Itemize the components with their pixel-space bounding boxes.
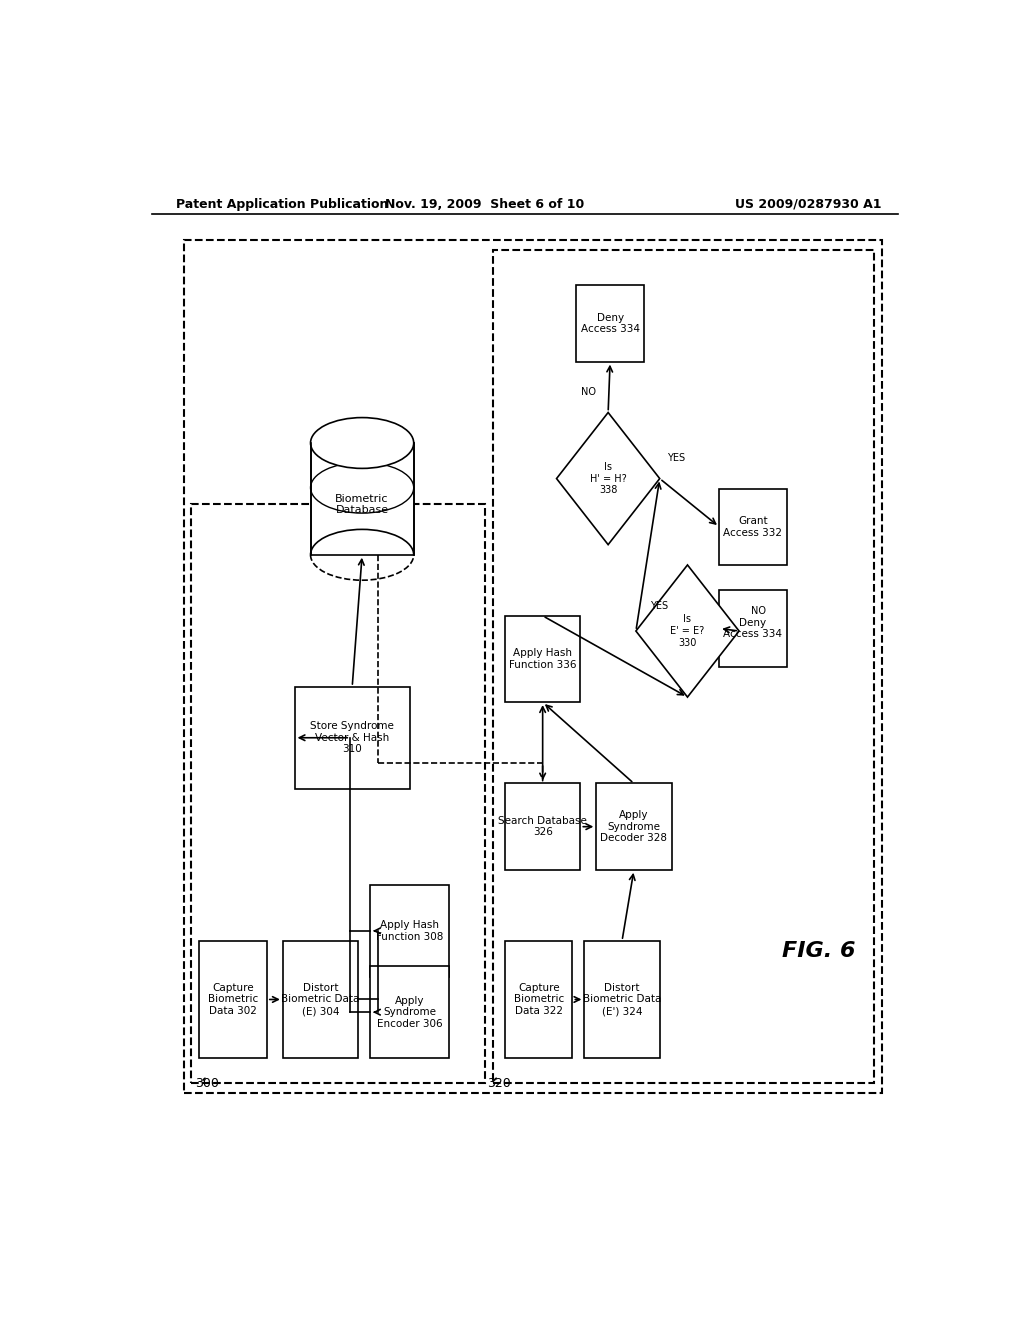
Text: Distort
Biometric Data
(E') 324: Distort Biometric Data (E') 324 — [583, 983, 662, 1016]
FancyBboxPatch shape — [719, 590, 786, 667]
Text: Capture
Biometric
Data 322: Capture Biometric Data 322 — [514, 983, 564, 1016]
FancyBboxPatch shape — [370, 966, 450, 1057]
Text: Biometric
Database: Biometric Database — [336, 494, 389, 515]
Text: Patent Application Publication: Patent Application Publication — [176, 198, 388, 211]
FancyBboxPatch shape — [310, 444, 414, 554]
Text: Apply
Syndrome
Encoder 306: Apply Syndrome Encoder 306 — [377, 995, 442, 1028]
FancyBboxPatch shape — [370, 886, 450, 977]
Text: Is
H' = H?
338: Is H' = H? 338 — [590, 462, 627, 495]
FancyBboxPatch shape — [505, 615, 581, 702]
Text: YES: YES — [650, 601, 669, 611]
Text: Store Syndrome
Vector & Hash
310: Store Syndrome Vector & Hash 310 — [310, 721, 394, 754]
Text: Nov. 19, 2009  Sheet 6 of 10: Nov. 19, 2009 Sheet 6 of 10 — [385, 198, 585, 211]
Text: 300: 300 — [196, 1077, 219, 1090]
FancyBboxPatch shape — [577, 285, 644, 362]
Polygon shape — [636, 565, 739, 697]
Text: Apply Hash
Function 336: Apply Hash Function 336 — [509, 648, 577, 669]
FancyBboxPatch shape — [719, 488, 786, 565]
Text: NO: NO — [752, 606, 766, 615]
Text: Apply Hash
Function 308: Apply Hash Function 308 — [376, 920, 443, 941]
FancyBboxPatch shape — [505, 784, 581, 870]
Text: Distort
Biometric Data
(E) 304: Distort Biometric Data (E) 304 — [282, 983, 359, 1016]
FancyBboxPatch shape — [596, 784, 672, 870]
Text: Apply
Syndrome
Decoder 328: Apply Syndrome Decoder 328 — [600, 810, 668, 843]
Text: FIG. 6: FIG. 6 — [781, 941, 855, 961]
Text: Capture
Biometric
Data 302: Capture Biometric Data 302 — [208, 983, 258, 1016]
Text: Is
E' = E?
330: Is E' = E? 330 — [671, 614, 705, 648]
Text: 320: 320 — [486, 1077, 510, 1090]
Text: US 2009/0287930 A1: US 2009/0287930 A1 — [735, 198, 882, 211]
Ellipse shape — [310, 417, 414, 469]
Text: Grant
Access 332: Grant Access 332 — [724, 516, 782, 537]
FancyBboxPatch shape — [505, 941, 572, 1057]
Polygon shape — [557, 412, 659, 545]
FancyBboxPatch shape — [200, 941, 267, 1057]
Text: YES: YES — [667, 453, 685, 463]
Text: Search Database
326: Search Database 326 — [499, 816, 587, 837]
FancyBboxPatch shape — [585, 941, 659, 1057]
Text: Deny
Access 334: Deny Access 334 — [581, 313, 640, 334]
FancyBboxPatch shape — [283, 941, 358, 1057]
FancyBboxPatch shape — [295, 686, 410, 788]
Text: NO: NO — [581, 387, 596, 397]
Text: Deny
Access 334: Deny Access 334 — [724, 618, 782, 639]
